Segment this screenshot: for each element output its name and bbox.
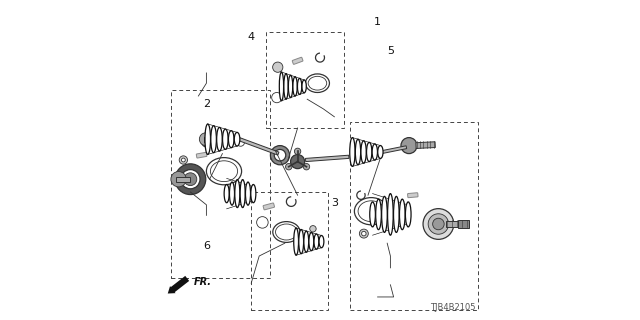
Ellipse shape	[294, 228, 298, 255]
Circle shape	[362, 231, 366, 236]
Polygon shape	[447, 221, 468, 227]
Ellipse shape	[355, 198, 388, 225]
Ellipse shape	[224, 184, 229, 203]
Circle shape	[237, 139, 244, 146]
Ellipse shape	[205, 124, 211, 155]
Circle shape	[200, 133, 212, 146]
Text: 2: 2	[203, 99, 210, 109]
FancyBboxPatch shape	[196, 152, 207, 158]
Ellipse shape	[289, 75, 292, 98]
Polygon shape	[204, 137, 209, 142]
Ellipse shape	[246, 182, 250, 205]
Ellipse shape	[372, 144, 378, 160]
Ellipse shape	[230, 182, 234, 205]
Ellipse shape	[376, 199, 381, 230]
Ellipse shape	[370, 202, 376, 227]
Circle shape	[272, 92, 282, 103]
Text: 3: 3	[331, 198, 338, 208]
Ellipse shape	[251, 184, 256, 203]
Ellipse shape	[394, 196, 399, 232]
Ellipse shape	[358, 201, 385, 222]
Circle shape	[270, 146, 290, 165]
Ellipse shape	[319, 236, 324, 248]
Ellipse shape	[279, 72, 284, 101]
Ellipse shape	[381, 196, 387, 232]
Ellipse shape	[273, 222, 300, 243]
Circle shape	[179, 156, 188, 164]
Circle shape	[275, 149, 285, 161]
Ellipse shape	[355, 139, 361, 165]
Ellipse shape	[206, 158, 242, 185]
Polygon shape	[176, 177, 191, 182]
Circle shape	[285, 164, 292, 170]
Ellipse shape	[405, 202, 411, 227]
Text: FR.: FR.	[193, 277, 212, 287]
Bar	[266, 32, 344, 128]
Ellipse shape	[298, 78, 301, 94]
Bar	[351, 122, 479, 310]
Polygon shape	[458, 220, 468, 228]
Circle shape	[182, 158, 186, 162]
Circle shape	[184, 173, 197, 186]
Ellipse shape	[399, 199, 405, 230]
Ellipse shape	[235, 180, 240, 208]
Circle shape	[310, 226, 316, 232]
Ellipse shape	[305, 74, 330, 92]
Ellipse shape	[240, 180, 245, 208]
Polygon shape	[305, 155, 349, 162]
Ellipse shape	[304, 231, 308, 252]
Ellipse shape	[308, 76, 327, 90]
Ellipse shape	[284, 74, 288, 99]
Circle shape	[257, 217, 268, 228]
Polygon shape	[382, 146, 406, 153]
Ellipse shape	[223, 129, 228, 149]
Circle shape	[294, 148, 301, 155]
Circle shape	[181, 170, 200, 189]
Ellipse shape	[275, 224, 297, 240]
Ellipse shape	[388, 194, 393, 235]
Circle shape	[360, 229, 369, 238]
Circle shape	[273, 62, 283, 72]
Ellipse shape	[378, 146, 383, 158]
Text: 6: 6	[203, 241, 210, 252]
FancyArrow shape	[168, 276, 189, 293]
Ellipse shape	[349, 138, 355, 166]
Ellipse shape	[211, 161, 237, 182]
Text: 1: 1	[374, 17, 381, 28]
Ellipse shape	[211, 126, 216, 153]
Ellipse shape	[302, 80, 307, 93]
Ellipse shape	[234, 132, 240, 146]
Ellipse shape	[314, 234, 319, 249]
Circle shape	[423, 209, 454, 239]
Circle shape	[428, 214, 449, 234]
Circle shape	[291, 155, 305, 169]
Circle shape	[401, 138, 417, 154]
Ellipse shape	[228, 131, 234, 148]
Circle shape	[433, 218, 444, 230]
Ellipse shape	[367, 142, 372, 162]
Text: 4: 4	[248, 32, 255, 42]
Text: TJB4B2105: TJB4B2105	[429, 303, 475, 312]
Circle shape	[303, 164, 310, 170]
Text: 5: 5	[387, 46, 394, 56]
Ellipse shape	[293, 77, 297, 96]
Ellipse shape	[299, 229, 303, 254]
Polygon shape	[416, 142, 435, 148]
Polygon shape	[239, 138, 279, 155]
Bar	[251, 192, 328, 310]
Bar	[172, 90, 270, 278]
FancyBboxPatch shape	[292, 57, 303, 64]
Ellipse shape	[361, 141, 366, 163]
FancyBboxPatch shape	[408, 193, 418, 198]
Ellipse shape	[309, 233, 314, 251]
Circle shape	[171, 172, 186, 187]
Ellipse shape	[217, 127, 222, 151]
Circle shape	[175, 164, 206, 195]
FancyBboxPatch shape	[263, 203, 275, 210]
